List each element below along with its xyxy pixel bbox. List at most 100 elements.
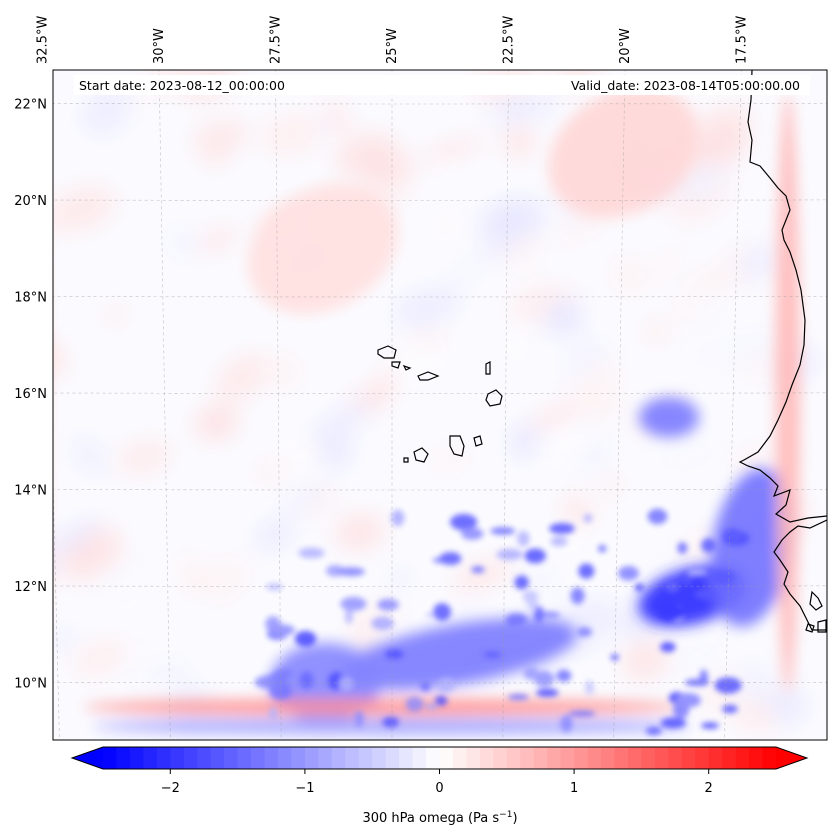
meridian-line [724,70,742,740]
lon-tick-label: 30°W [152,28,167,64]
colorbar-block [587,747,602,769]
colorbar-tick-label: −2 [161,781,180,796]
ascent-cell [425,703,438,710]
ascent-cell [450,513,478,531]
colorbar-block [331,747,346,769]
colorbar-max-extend [776,747,807,769]
colorbar-block [251,747,266,769]
lat-tick-label: 18°N [14,290,47,305]
colorbar-block [291,747,306,769]
ascent-cell [382,717,399,728]
parallel-line [53,296,827,298]
mottle-patch [389,569,411,587]
ascent-band-south-central [340,617,578,691]
mottle-patch [163,556,205,579]
meridian-line [613,70,626,740]
ascent-cell [578,563,595,579]
mottle-patch [318,431,352,469]
colorbar-block [399,747,414,769]
ascent-cell [265,672,289,690]
ascent-cell [391,509,405,527]
ascent-cell [687,569,706,576]
colorbar-block [143,747,158,769]
colorbar-block [129,747,144,769]
meridian-line [275,70,282,740]
mottle-patch [102,303,128,326]
mottle-patch [611,253,641,296]
ascent-cell [722,704,738,714]
ascent-cell [435,695,448,706]
mottle-patch [418,137,487,163]
mottle-patch [215,353,268,402]
omega-field [53,70,820,739]
mottle-patch [390,343,446,385]
colorbar-block [345,747,360,769]
ascent-cell [265,583,284,591]
parallel-line [53,392,827,394]
ascent-cell [433,603,452,621]
ascent-cell [556,669,572,682]
ascent-cell [268,706,278,720]
colorbar-block [318,747,333,769]
lat-tick-label: 20°N [14,194,47,209]
ascent-cell [677,541,688,554]
mottle-patch [649,436,723,475]
subsidence-south-strip [83,699,684,716]
start-date-label: Start date: 2023-08-12_00:00:00 [79,78,285,93]
ascent-cell [647,508,668,525]
latitude-tick-labels: 22°N 20°N 18°N 16°N 14°N 12°N 10°N [14,97,47,691]
lat-tick-label: 12°N [14,580,47,595]
ascent-cell [437,677,455,693]
ascent-cell [420,681,431,692]
mottle-patch [53,185,117,232]
mottle-patch [451,559,514,591]
colorbar-block [479,747,494,769]
mottle-patch [117,439,172,476]
ascent-cell [496,548,523,561]
mottle-patch [629,244,688,295]
colorbar-block [439,747,454,769]
ascent-cell [508,693,529,701]
ascent-zone-inland-guinea [710,468,794,627]
ascent-cell [405,696,424,712]
ascent-cell [516,530,530,547]
mottle-patch [729,329,781,364]
colorbar-block [749,747,764,769]
colorbar-block [304,747,319,769]
lon-tick-label: 27.5°W [268,16,283,64]
bissagos-island [809,590,823,611]
mottle-patch [601,475,623,498]
ascent-cell [682,571,693,586]
mottle-patch [683,125,751,173]
ascent-cell [657,604,686,622]
mottle-patch [678,164,726,199]
colorbar-block [735,747,750,769]
omega-fine-structure [254,508,750,736]
ascent-cell [675,693,701,708]
sao-vicente-island [391,361,401,369]
ascent-cell [694,589,716,600]
colorbar-block [547,747,562,769]
ascent-cell [583,513,593,523]
mottle-patch [323,98,354,137]
coastline [377,70,827,633]
colorbar-block [237,747,252,769]
colorbar-block [103,747,117,769]
mottle-patch [571,360,622,407]
mottle-patch [165,226,200,260]
ascent-cell [714,677,742,694]
mottle-patch [689,332,741,375]
ascent-cell [577,627,593,637]
lat-tick-label: 22°N [14,97,47,112]
colorbar-block [695,747,710,769]
sao-nicolau-island [417,371,440,381]
coastal-island-1 [805,623,815,633]
ascent-cell [568,710,596,717]
ascent-cell [610,653,619,661]
ascent-cell [294,630,317,647]
colorbar-block [412,747,427,769]
map-frame [52,69,828,741]
mottle-patch [280,479,326,517]
colorbar-block [452,747,467,769]
